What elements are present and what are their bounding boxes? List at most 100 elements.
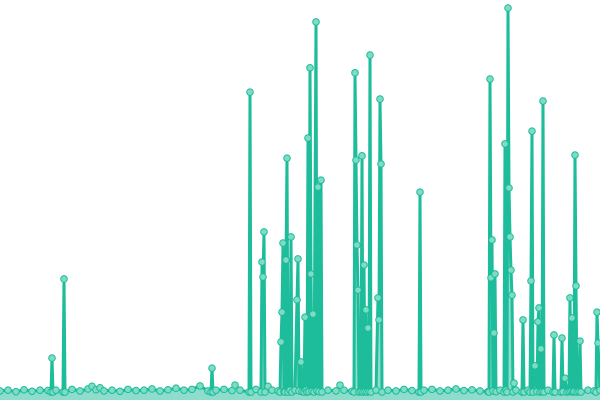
data-point: [537, 345, 545, 353]
data-point: [306, 64, 314, 72]
data-point: [352, 156, 360, 164]
data-point: [436, 387, 444, 395]
data-point: [364, 324, 372, 332]
data-point: [340, 386, 348, 394]
data-point: [506, 233, 514, 241]
data-point: [212, 386, 220, 394]
data-point: [351, 69, 359, 77]
data-point: [488, 236, 496, 244]
data-point: [354, 286, 362, 294]
data-point: [28, 387, 36, 396]
data-point: [277, 338, 285, 346]
data-point: [504, 4, 512, 12]
data-point: [593, 308, 600, 316]
data-point: [392, 387, 400, 395]
data-point: [140, 386, 148, 394]
data-point: [519, 316, 527, 324]
data-point: [282, 256, 290, 264]
data-point: [535, 304, 543, 312]
data-point: [510, 379, 518, 387]
data-point: [400, 385, 408, 394]
data-point: [501, 140, 509, 148]
data-point: [48, 354, 56, 362]
data-point: [558, 334, 566, 342]
data-point: [220, 385, 228, 394]
data-point: [375, 316, 383, 324]
data-point: [491, 270, 499, 278]
data-point: [460, 386, 468, 395]
data-point: [596, 386, 600, 394]
data-point: [572, 282, 580, 290]
data-point: [362, 306, 370, 314]
data-point: [566, 294, 574, 302]
data-point: [259, 273, 267, 281]
data-point: [304, 134, 312, 142]
data-point: [208, 364, 216, 372]
data-point: [408, 386, 416, 395]
data-point: [561, 374, 569, 382]
data-point: [550, 331, 558, 339]
data-point: [236, 386, 244, 394]
data-point: [486, 75, 494, 83]
data-point: [36, 386, 44, 394]
data-point: [358, 152, 366, 160]
data-point: [287, 233, 295, 241]
data-point: [12, 387, 20, 396]
data-point: [283, 154, 291, 162]
data-point: [539, 97, 547, 105]
data-point: [294, 255, 302, 263]
data-point: [148, 385, 156, 393]
data-point: [297, 358, 305, 366]
data-point: [231, 381, 239, 389]
data-point: [507, 266, 515, 274]
data-point: [60, 275, 68, 283]
data-markers: [0, 4, 600, 396]
data-point: [100, 387, 108, 395]
data-point: [508, 291, 516, 299]
data-point: [527, 277, 535, 285]
data-point: [4, 386, 12, 394]
data-point: [172, 384, 180, 393]
data-point: [261, 388, 269, 396]
data-point: [452, 385, 460, 393]
data-point: [366, 51, 374, 59]
data-point: [420, 386, 428, 394]
data-point: [384, 386, 392, 394]
data-point: [332, 387, 340, 395]
data-point: [164, 385, 172, 394]
data-point: [571, 151, 579, 159]
data-point: [180, 386, 188, 394]
data-point: [528, 127, 536, 135]
data-point: [108, 386, 116, 394]
data-point: [196, 382, 204, 390]
data-point: [156, 387, 164, 395]
data-point: [52, 386, 60, 394]
data-point: [61, 388, 69, 396]
data-point: [476, 387, 484, 395]
data-point: [307, 270, 315, 278]
data-point: [0, 387, 4, 395]
data-point: [360, 261, 368, 269]
data-point: [279, 239, 287, 247]
data-point: [577, 388, 585, 396]
data-point: [116, 387, 124, 396]
data-point: [260, 228, 268, 236]
data-point: [490, 329, 498, 337]
data-point: [534, 318, 542, 326]
data-point: [314, 183, 322, 191]
data-point: [376, 95, 384, 103]
data-point: [336, 381, 344, 389]
data-point: [258, 258, 266, 266]
data-point: [576, 337, 584, 345]
data-point: [68, 385, 76, 394]
data-point: [317, 176, 325, 184]
data-point: [505, 184, 513, 192]
data-point: [374, 294, 382, 302]
data-point: [309, 310, 317, 318]
data-point: [468, 385, 476, 394]
data-point: [416, 188, 424, 196]
data-point: [428, 385, 436, 394]
data-point: [324, 386, 332, 394]
data-point: [353, 241, 361, 249]
